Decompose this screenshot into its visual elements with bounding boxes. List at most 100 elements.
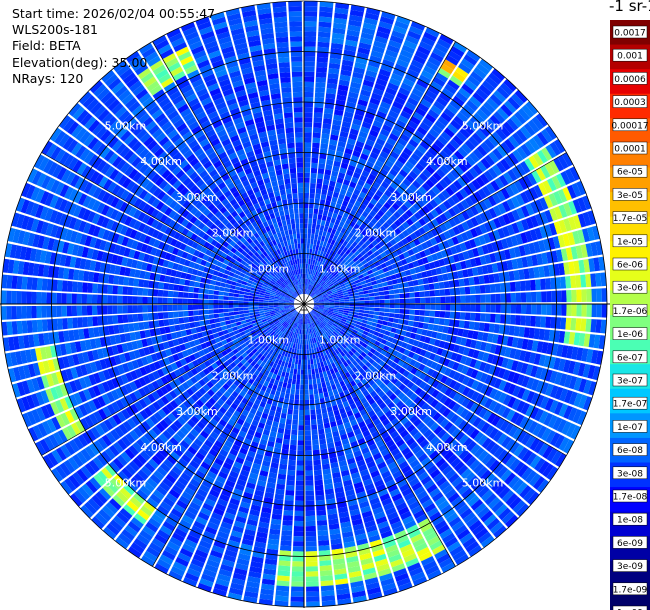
range-gate (462, 437, 473, 449)
range-gate (364, 577, 379, 586)
range-gate (308, 333, 312, 339)
range-gate (127, 546, 142, 559)
range-gate (364, 111, 376, 120)
range-gate (442, 532, 456, 544)
range-gate (219, 448, 229, 457)
range-gate (374, 340, 381, 347)
range-gate (167, 340, 175, 348)
range-gate (396, 260, 403, 268)
range-gate (334, 393, 341, 400)
range-gate (181, 491, 193, 501)
range-gate (282, 520, 293, 526)
range-gate (343, 269, 349, 275)
range-gate (395, 198, 404, 207)
range-gate (332, 264, 338, 271)
range-gate (509, 496, 522, 510)
range-gate (35, 391, 45, 406)
range-gate (483, 197, 493, 209)
range-gate (176, 429, 186, 440)
range-gate (378, 217, 386, 225)
range-gate (234, 342, 241, 349)
range-gate (509, 182, 520, 195)
range-gate (490, 180, 500, 192)
range-gate (252, 436, 261, 444)
range-gate (320, 315, 326, 319)
range-gate (225, 398, 233, 407)
range-gate (461, 83, 475, 95)
range-gate (366, 249, 374, 257)
range-gate (470, 295, 476, 303)
range-gate (336, 365, 342, 372)
range-gate (563, 405, 573, 420)
range-gate (247, 334, 254, 340)
range-gate (360, 425, 369, 433)
range-gate (595, 272, 602, 287)
range-gate (407, 196, 416, 206)
range-gate (55, 447, 67, 461)
range-gate (289, 305, 295, 308)
range-gate (418, 217, 427, 227)
range-gate (371, 239, 379, 247)
range-gate (333, 366, 339, 373)
range-gate (327, 273, 333, 279)
range-gate (414, 449, 425, 459)
range-gate (327, 347, 332, 354)
range-gate (443, 220, 452, 230)
range-gate (106, 379, 115, 391)
range-gate (127, 521, 141, 533)
range-gate (278, 396, 285, 403)
range-gate (84, 363, 93, 375)
range-gate (366, 487, 377, 496)
range-gate (138, 398, 148, 409)
range-gate (327, 374, 333, 381)
range-gate (321, 215, 327, 221)
range-gate (209, 549, 223, 559)
range-gate (322, 293, 328, 297)
range-gate (288, 454, 297, 461)
range-gate (326, 154, 335, 161)
range-gate (382, 267, 389, 273)
range-gate (390, 405, 399, 414)
range-gate (317, 46, 330, 53)
range-gate (587, 210, 597, 225)
range-gate (319, 329, 324, 335)
range-gate (272, 317, 278, 322)
range-gate (265, 313, 271, 317)
range-gate (389, 488, 401, 498)
range-gate (515, 315, 521, 326)
range-gate (287, 312, 293, 317)
range-gate (313, 332, 317, 338)
range-gate (389, 294, 395, 299)
range-gate (329, 57, 341, 65)
range-gate (501, 407, 511, 419)
range-gate (433, 317, 440, 325)
range-gate (408, 315, 415, 321)
range-gate (423, 31, 438, 43)
range-gate (273, 334, 279, 340)
range-gate (489, 114, 502, 127)
range-gate (366, 438, 376, 447)
range-gate (327, 508, 338, 515)
range-gate (142, 385, 151, 395)
range-gate (332, 553, 345, 560)
range-gate (466, 440, 477, 452)
range-gate (313, 469, 322, 476)
range-gate (429, 237, 438, 246)
range-gate (138, 348, 146, 358)
range-gate (318, 540, 330, 546)
range-gate (323, 118, 332, 125)
range-gate (341, 64, 353, 72)
range-gate (530, 378, 540, 391)
range-gate (207, 365, 215, 373)
range-gate (525, 435, 536, 449)
range-gate (224, 410, 233, 419)
range-gate (323, 113, 333, 120)
range-gate (532, 152, 544, 166)
range-gate (326, 385, 333, 392)
range-gate (548, 222, 558, 236)
range-gate (279, 307, 285, 310)
range-gate (407, 120, 419, 130)
range-gate (131, 340, 139, 350)
range-gate (371, 354, 378, 361)
range-gate (374, 456, 385, 465)
